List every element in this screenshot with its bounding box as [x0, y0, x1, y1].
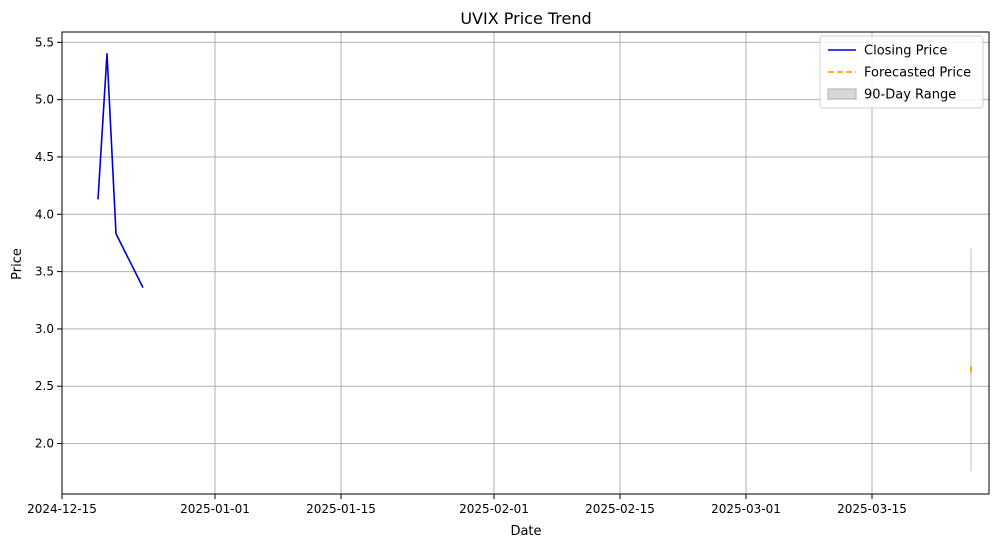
- y-tick-label: 3.5: [35, 265, 54, 279]
- x-axis-label: Date: [510, 524, 541, 539]
- legend-box: [819, 35, 984, 109]
- x-tick-label: 2025-01-15: [306, 502, 376, 516]
- x-tick-label: 2025-02-01: [459, 502, 529, 516]
- y-tick-label: 5.5: [35, 35, 54, 49]
- y-tick-label: 2.0: [35, 437, 54, 451]
- legend-label: Forecasted Price: [864, 66, 971, 81]
- series-line-closing-price: [97, 52, 144, 289]
- range-band: [970, 248, 972, 472]
- x-tick-label: 2025-03-15: [837, 502, 907, 516]
- chart-title: UVIX Price Trend: [460, 9, 591, 28]
- legend: Closing Price Forecasted Price 90-Day Rang…: [819, 35, 984, 109]
- x-tick-label: 2025-03-01: [711, 502, 781, 516]
- legend-label: 90-Day Range: [864, 88, 956, 103]
- legend-swatch: [827, 88, 857, 100]
- y-axis-label: Price: [10, 248, 25, 280]
- x-tick-label: 2025-01-01: [180, 502, 250, 516]
- plot-frame: [61, 31, 990, 495]
- y-tick-label: 5.0: [35, 93, 54, 107]
- y-tick-label: 3.0: [35, 322, 54, 336]
- y-tick-label: 2.5: [35, 379, 54, 393]
- x-tick-label: 2025-02-15: [585, 502, 655, 516]
- y-tick-label: 4.0: [35, 207, 54, 221]
- x-tick-label: 2024-12-15: [27, 502, 97, 516]
- y-tick-label: 4.5: [35, 150, 54, 164]
- legend-label: Closing Price: [864, 44, 947, 59]
